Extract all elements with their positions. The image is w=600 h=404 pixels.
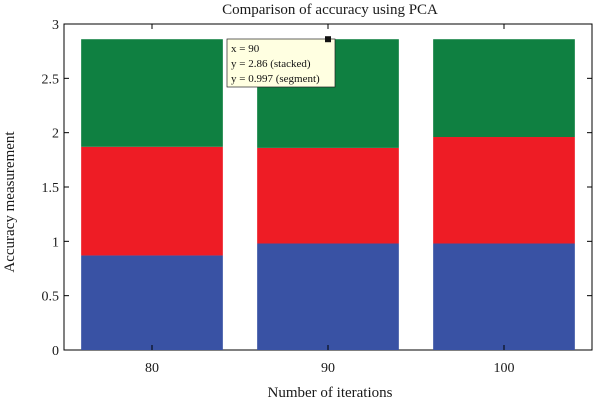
tooltip-box [226, 38, 336, 88]
bar-segment-80-2 [81, 146, 223, 256]
datatip-marker [325, 36, 331, 43]
x-tick-label: 90 [321, 361, 335, 376]
y-tick-label: 1.5 [42, 181, 60, 196]
x-tick-label: 80 [145, 361, 159, 376]
y-tick-label: 3 [52, 18, 59, 33]
y-axis-label: Accuracy measurement [2, 131, 18, 273]
chart-title: Comparison of accuracy using PCA [222, 2, 438, 18]
bar-segment-90-2 [257, 147, 399, 244]
tooltip-line: x = 90 [231, 43, 260, 55]
bar-segment-80-1 [81, 255, 223, 350]
x-axis: 80 90 100 [145, 24, 515, 376]
bar-segment-100-1 [433, 243, 575, 350]
y-tick-label: 1 [52, 235, 59, 250]
tooltip-line: y = 0.997 (segment) [231, 73, 320, 85]
x-tick-label: 100 [494, 361, 515, 376]
bar-segment-80-3 [81, 39, 223, 147]
y-axis: 0 0.5 1 1.5 2 2.5 3 [42, 18, 592, 359]
y-tick-label: 2 [52, 127, 59, 142]
tooltip-line: y = 2.86 (stacked) [231, 58, 311, 70]
bar-segment-90-1 [257, 243, 399, 350]
y-tick-label: 0.5 [42, 290, 60, 305]
y-tick-label: 2.5 [42, 72, 60, 87]
x-axis-label: Number of iterations [268, 385, 393, 401]
bar-segment-100-3 [433, 39, 575, 138]
bar-segment-100-2 [433, 137, 575, 244]
y-tick-label: 0 [52, 344, 59, 359]
plot-area: 0 0.5 1 1.5 2 2.5 3 80 90 100 x = 90 y = 2.86 (st… [42, 18, 593, 376]
data-tooltip: x = 90 y = 2.86 (stacked) y = 0.997 (segme… [226, 36, 336, 88]
